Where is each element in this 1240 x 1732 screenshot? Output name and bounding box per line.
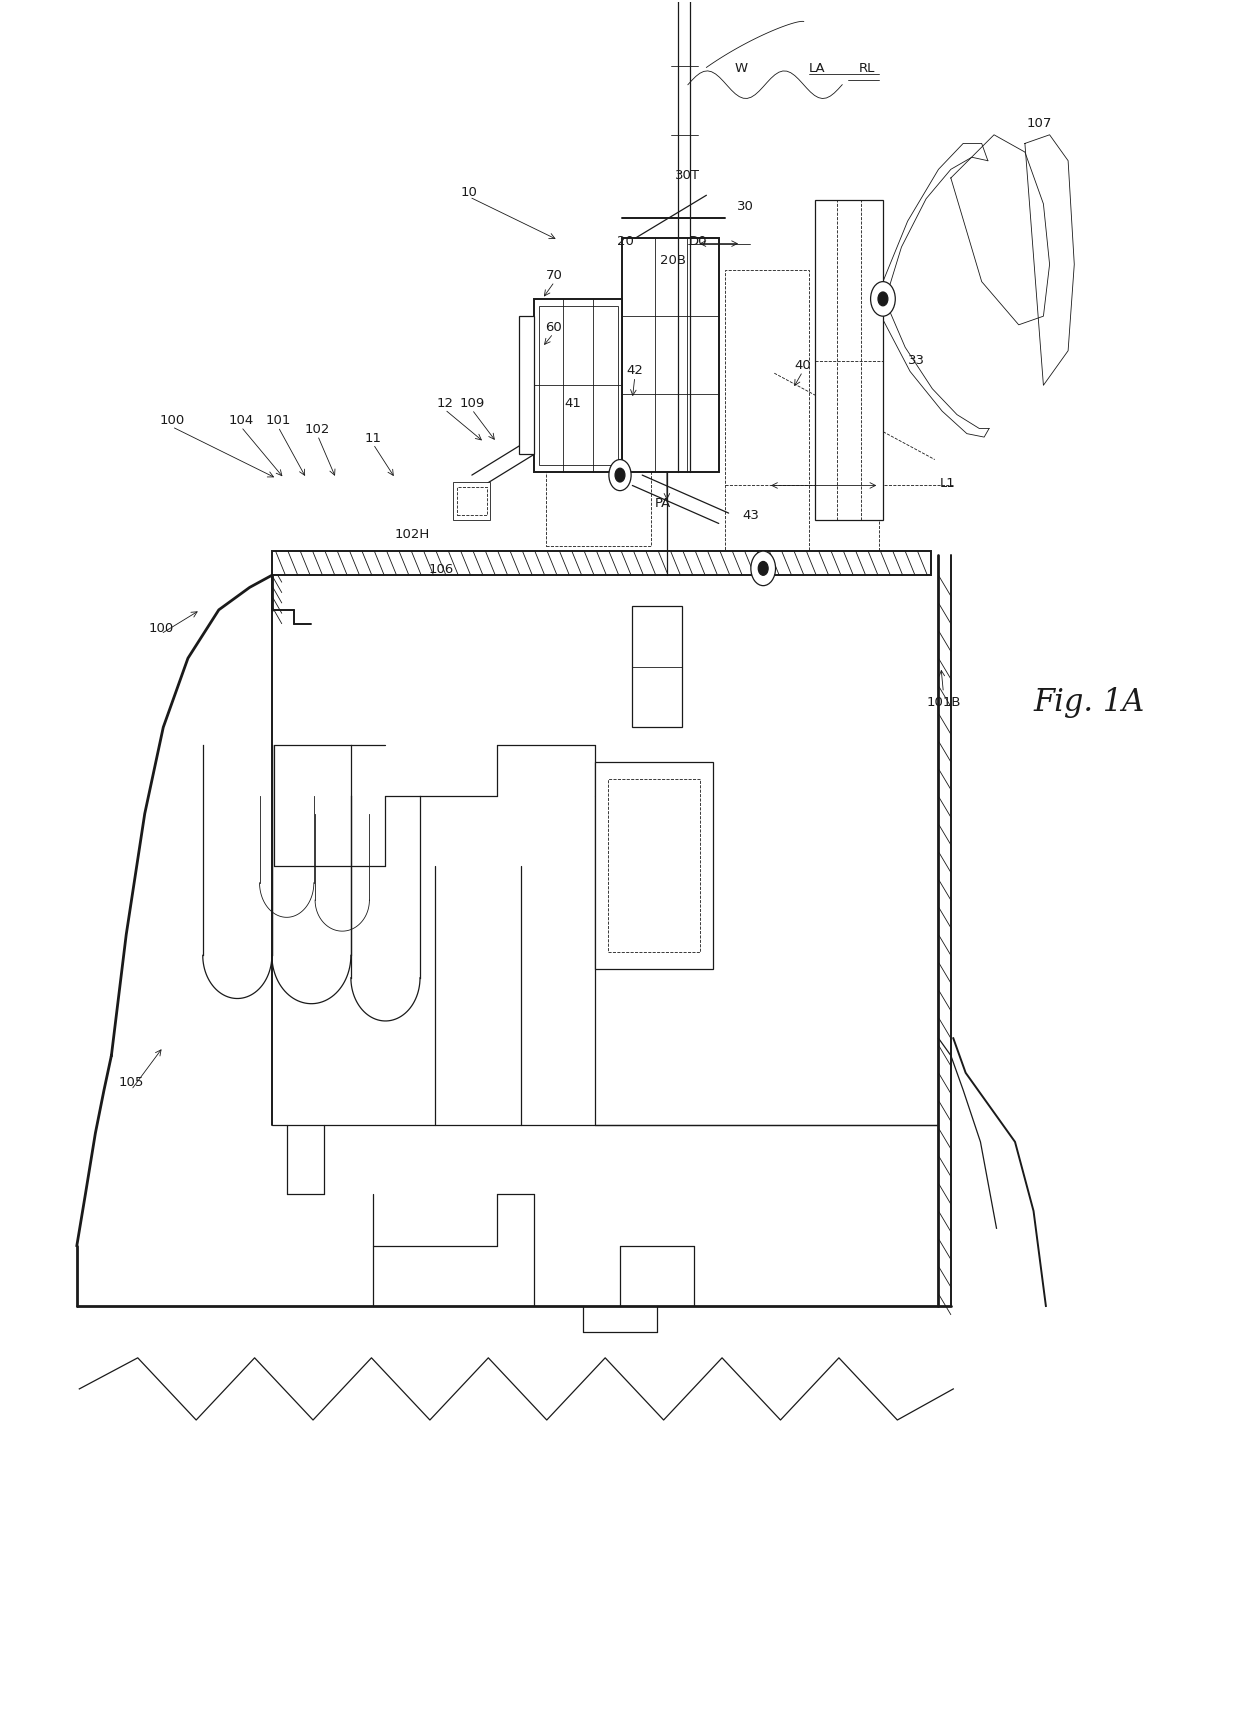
Text: 40: 40 bbox=[795, 359, 811, 372]
Text: 33: 33 bbox=[908, 353, 925, 367]
Bar bbox=[518, 317, 533, 456]
Text: 70: 70 bbox=[546, 268, 563, 282]
Bar bbox=[458, 488, 486, 516]
Bar bbox=[546, 457, 651, 547]
Text: 41: 41 bbox=[564, 397, 582, 410]
Text: 10: 10 bbox=[461, 185, 477, 199]
Bar bbox=[608, 779, 701, 953]
Text: 100: 100 bbox=[159, 414, 185, 428]
Text: 102H: 102H bbox=[396, 528, 430, 540]
Bar bbox=[272, 553, 931, 577]
Bar bbox=[454, 483, 490, 521]
Circle shape bbox=[698, 267, 715, 291]
Text: 101B: 101B bbox=[926, 696, 961, 708]
Bar bbox=[725, 270, 808, 573]
Text: 60: 60 bbox=[544, 320, 562, 334]
Text: 43: 43 bbox=[743, 509, 759, 521]
Circle shape bbox=[878, 293, 888, 307]
Circle shape bbox=[615, 469, 625, 483]
Text: 30T: 30T bbox=[676, 170, 701, 182]
Text: 20: 20 bbox=[616, 234, 634, 248]
Text: 100: 100 bbox=[148, 622, 174, 634]
Bar bbox=[533, 300, 622, 473]
Text: 12: 12 bbox=[436, 397, 453, 410]
Circle shape bbox=[698, 345, 715, 369]
Bar bbox=[632, 606, 682, 727]
Circle shape bbox=[758, 563, 768, 577]
Bar bbox=[622, 239, 719, 473]
Text: L1: L1 bbox=[939, 476, 955, 488]
Text: Fig. 1A: Fig. 1A bbox=[1033, 686, 1145, 717]
Text: D0: D0 bbox=[688, 234, 707, 248]
Text: 107: 107 bbox=[1027, 118, 1053, 130]
Circle shape bbox=[698, 423, 715, 447]
Bar bbox=[815, 201, 883, 521]
Text: 102: 102 bbox=[305, 423, 330, 436]
Text: 101: 101 bbox=[265, 414, 290, 428]
Circle shape bbox=[870, 282, 895, 317]
Text: 42: 42 bbox=[626, 364, 644, 378]
Text: 104: 104 bbox=[228, 414, 254, 428]
Circle shape bbox=[609, 461, 631, 492]
Text: 11: 11 bbox=[365, 431, 382, 445]
Circle shape bbox=[751, 553, 775, 587]
Text: RL: RL bbox=[859, 62, 875, 74]
Text: 109: 109 bbox=[459, 397, 485, 410]
Text: LA: LA bbox=[810, 62, 826, 74]
Text: 106: 106 bbox=[428, 563, 454, 575]
Text: PA: PA bbox=[655, 497, 671, 509]
Bar bbox=[538, 307, 618, 466]
Bar bbox=[595, 762, 713, 970]
Text: 30: 30 bbox=[738, 199, 754, 213]
Text: W: W bbox=[734, 62, 748, 74]
Text: 20B: 20B bbox=[660, 253, 686, 267]
Text: 105: 105 bbox=[119, 1076, 144, 1088]
